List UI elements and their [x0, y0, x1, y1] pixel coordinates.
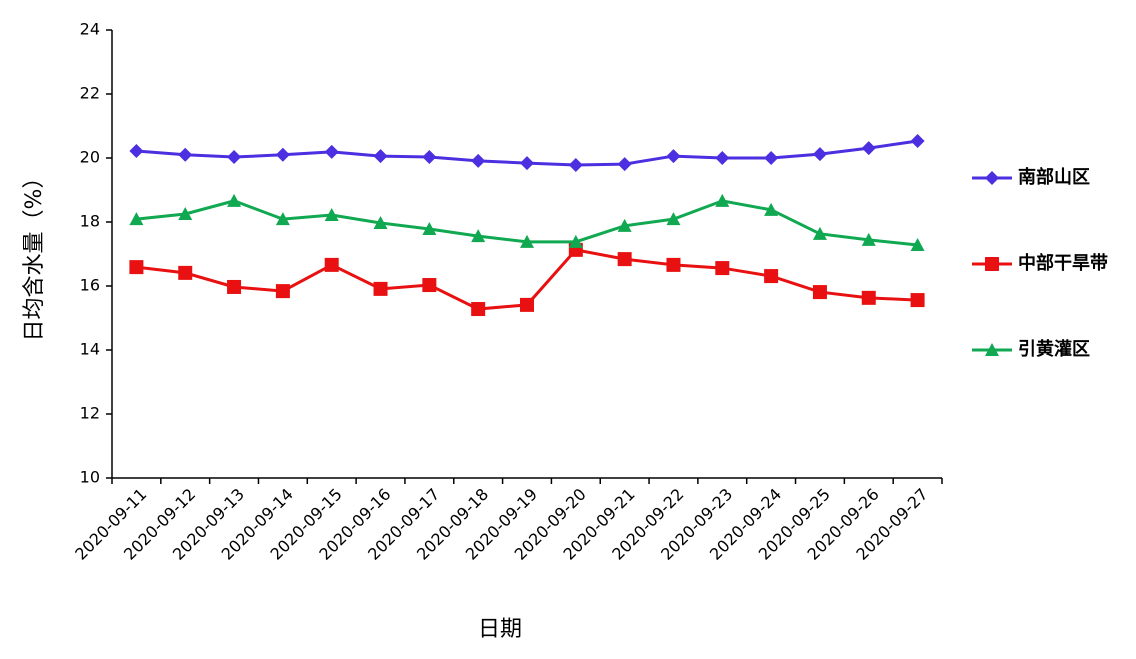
x-axis-title: 日期	[478, 617, 522, 642]
marker	[666, 149, 681, 164]
marker	[373, 281, 388, 296]
y-axis-title: 日均含水量（%）	[22, 167, 47, 342]
y-tick-label: 14	[80, 340, 100, 359]
marker	[617, 252, 632, 267]
marker	[227, 150, 242, 165]
marker	[275, 284, 290, 299]
marker	[324, 144, 339, 159]
marker	[227, 193, 242, 207]
marker	[422, 222, 437, 236]
y-tick-label: 12	[80, 404, 100, 423]
marker	[617, 218, 632, 232]
legend-label: 南部山区	[1018, 166, 1090, 188]
marker	[275, 147, 290, 162]
marker	[985, 171, 999, 185]
marker	[227, 279, 242, 294]
marker	[764, 202, 779, 216]
marker	[985, 343, 999, 356]
marker	[617, 157, 632, 172]
marker	[861, 232, 876, 246]
marker	[520, 297, 534, 312]
marker	[520, 156, 534, 171]
marker	[471, 229, 486, 243]
marker	[129, 143, 144, 158]
marker	[812, 285, 827, 300]
marker	[715, 151, 730, 165]
marker	[812, 147, 827, 162]
marker	[324, 257, 339, 272]
y-tick-label: 16	[80, 276, 100, 295]
legend-label: 中部干旱带	[1018, 252, 1108, 274]
marker	[129, 212, 144, 226]
marker	[861, 290, 876, 305]
marker	[520, 234, 534, 248]
marker	[764, 269, 779, 284]
y-tick-label: 18	[80, 212, 100, 231]
marker	[471, 302, 486, 317]
marker	[568, 234, 583, 248]
marker	[764, 151, 779, 165]
marker	[178, 147, 193, 162]
marker	[812, 226, 827, 240]
marker	[178, 265, 193, 280]
marker	[129, 260, 144, 275]
y-tick-label: 24	[80, 20, 100, 39]
marker	[666, 212, 681, 226]
marker	[275, 212, 290, 226]
marker	[715, 261, 730, 276]
marker	[373, 149, 388, 164]
y-tick-label: 22	[80, 84, 100, 103]
marker	[666, 257, 681, 272]
marker	[715, 193, 730, 207]
marker	[910, 293, 925, 308]
marker	[910, 238, 925, 252]
marker	[324, 207, 339, 221]
marker	[178, 207, 193, 220]
marker	[568, 158, 583, 173]
marker	[861, 141, 876, 156]
marker	[422, 278, 437, 293]
y-tick-label: 20	[80, 148, 100, 167]
marker	[373, 215, 388, 229]
marker	[985, 257, 999, 271]
marker	[910, 134, 925, 149]
marker	[422, 150, 437, 165]
legend-label: 引黄灌区	[1018, 338, 1090, 360]
marker	[471, 153, 486, 168]
y-tick-label: 10	[80, 468, 100, 487]
